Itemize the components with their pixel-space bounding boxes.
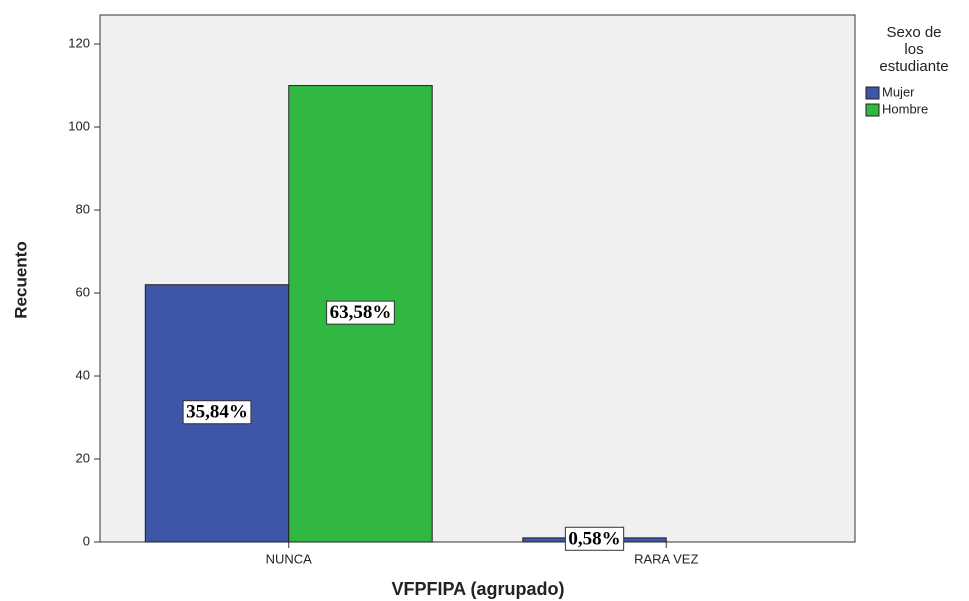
legend-label: Hombre	[882, 101, 928, 116]
y-axis-label: Recuento	[11, 241, 30, 318]
data-label-box	[182, 400, 252, 425]
x-tick-label: NUNCA	[266, 551, 313, 566]
x-axis-label: VFPFIPA (agrupado)	[392, 579, 565, 599]
data-label: 0,58%	[568, 528, 620, 549]
x-tick-label: RARA VEZ	[634, 551, 698, 566]
legend-label: Mujer	[882, 84, 915, 99]
y-tick-label: 20	[76, 450, 90, 465]
data-label-box	[564, 526, 625, 551]
legend-title: estudiante	[879, 58, 948, 75]
y-tick-label: 120	[68, 35, 90, 50]
legend-title: Sexo de	[886, 24, 941, 41]
legend-swatch	[865, 86, 880, 100]
y-tick-label: 100	[68, 118, 90, 133]
y-tick-label: 40	[76, 367, 90, 382]
legend-title: los	[904, 41, 923, 58]
legend-swatch	[865, 103, 880, 117]
data-label: 35,84%	[186, 402, 248, 423]
data-label: 63,58%	[330, 302, 392, 323]
data-label-box	[326, 300, 395, 325]
y-tick-label: 60	[76, 284, 90, 299]
y-tick-label: 80	[76, 201, 90, 216]
y-tick-label: 0	[83, 533, 90, 548]
